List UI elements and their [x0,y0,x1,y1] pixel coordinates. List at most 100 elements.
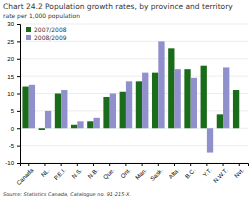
bar [239,128,245,129]
legend-label: 2007/2008 [34,26,67,33]
tick-mark [142,163,143,166]
bar [184,69,190,128]
x-tick: N.W.T. [212,163,229,184]
bar [152,73,158,129]
x-tick: Sask. [149,163,164,182]
bar [142,73,148,129]
x-tick: Que. [102,163,116,181]
x-tick: Nvt. [233,163,245,179]
grid-line [20,145,248,146]
bar [29,85,35,128]
tick-mark [17,41,20,42]
x-tick: Canada [15,163,35,186]
bar [71,125,77,128]
bar [191,78,197,128]
bar [207,128,213,152]
bar [87,121,93,128]
y-tick: 5 [11,108,20,114]
bar [39,128,45,130]
y-tick: 15 [7,74,20,80]
axis-line [17,25,21,164]
tick-label: NL. [40,167,51,178]
tick-label: 5 [11,108,15,114]
bar [120,92,126,128]
tick-mark [17,94,20,95]
plot: -10 -5 0 5 10 15 20 25 30 Canada NL.P.E.I. N.S.N.B.… [5,21,248,186]
y-tick: 0 [11,126,20,132]
tick-label: Canada [15,167,35,187]
tick-label: N.W.T. [212,167,229,184]
tick-mark [158,163,159,166]
bar [136,81,142,128]
tick-label: -10 [5,160,14,166]
y-tick: 10 [7,91,20,97]
tick-label: N.S. [71,167,84,180]
grid-line [20,110,248,111]
tick-mark [93,163,94,166]
bar [174,69,180,128]
y-tick: -5 [9,143,20,149]
legend-item: 2008/2009 [26,34,67,41]
y-tick: 25 [7,39,20,45]
tick-label: 15 [7,74,14,80]
tick-mark [206,163,207,166]
legend-swatch [26,27,31,32]
bar [103,97,109,128]
tick-mark [28,163,29,166]
x-axis: Canada NL.P.E.I. N.S.N.B.Que.Ont.Man.Sask.… [15,163,248,186]
bar [158,41,164,128]
tick-mark [17,59,20,60]
bar [217,114,223,128]
bar [110,94,116,129]
grid-line [20,93,248,94]
x-tick: P.E.I. [53,163,67,181]
tick-mark [17,146,20,147]
tick-mark [17,24,20,25]
tick-mark [77,163,78,166]
grid-line [20,76,248,77]
y-axis: -10 -5 0 5 10 15 20 25 30 [5,21,20,166]
bar [201,66,207,129]
tick-label: Alta. [168,167,181,180]
grid-line [20,128,248,129]
tick-label: -5 [9,143,15,149]
x-tick: Man. [134,163,148,181]
x-tick: Ont. [119,163,131,179]
grid-line [20,58,248,59]
tick-mark [17,128,20,129]
bar [61,90,67,128]
tick-mark [17,76,20,77]
axis-line [21,164,249,167]
grid-line [20,41,248,42]
bar [168,48,174,128]
y-tick: 20 [7,56,20,62]
tick-mark [61,163,62,166]
series [22,48,239,130]
tick-mark [17,163,20,164]
tick-mark [44,163,45,166]
bar [126,81,132,128]
bars [22,41,239,152]
tick-label: Nvt. [233,167,245,179]
tick-label: 10 [7,91,14,97]
x-tick: N.B. [87,163,100,180]
legend-item: 2007/2008 [26,26,67,33]
series [29,41,230,152]
annotation: Source: Statistics Canada, Catalogue no.… [3,191,131,198]
bar [94,118,100,128]
tick-label: Man. [134,167,148,181]
tick-label: 20 [7,56,14,62]
x-tick: Alta. [168,163,181,180]
y-axis-label: rate per 1,000 population [3,12,80,20]
grid-line [20,24,248,25]
bar [223,67,229,128]
y-tick: 30 [7,21,20,27]
tick-label: N.B. [87,167,100,180]
grid [20,24,248,163]
tick-label: 30 [7,21,14,27]
legend-swatch [26,35,31,40]
chart: Chart 24.2 Population growth rates, by p… [0,0,252,199]
bar [22,87,28,129]
x-tick: N.S. [71,163,84,180]
tick-mark [109,163,110,166]
